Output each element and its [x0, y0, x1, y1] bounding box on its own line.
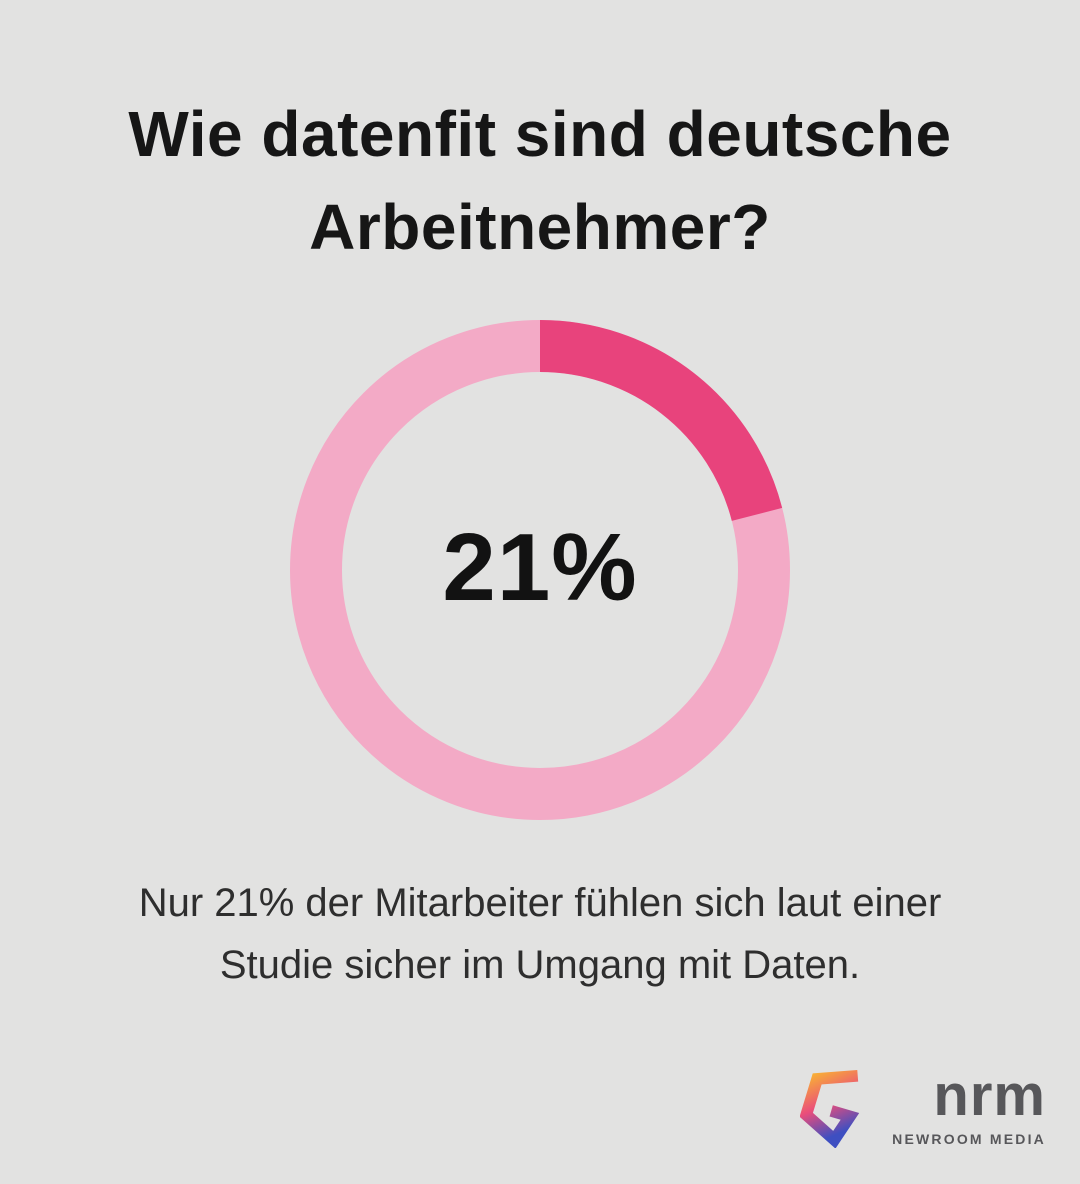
donut-center-label: 21% [442, 513, 638, 621]
logo-tagline: NEWROOM MEDIA [892, 1131, 1046, 1147]
donut-chart-svg [290, 319, 790, 820]
chart-title-line2: Arbeitnehmer? [309, 190, 771, 263]
logo-text: nrm NEWROOM MEDIA [892, 1063, 1046, 1148]
chart-caption: Nur 21% der Mitarbeiter fühlen sich laut… [139, 872, 942, 996]
logo: nrm NEWROOM MEDIA [800, 1066, 1046, 1148]
chart-title-line1: Wie datenfit sind deutsche [128, 98, 952, 170]
donut-segment [290, 319, 790, 820]
nrm-gradient-g-icon [800, 1066, 878, 1148]
chart-caption-line2: Studie sicher im Umgang mit Daten. [219, 942, 861, 987]
chart-caption-line1: Nur 21% der Mitarbeiter fühlen sich laut… [138, 880, 942, 925]
logo-wordmark: nrm [933, 1063, 1046, 1128]
chart-title: Wie datenfit sind deutsche Arbeitnehmer? [128, 88, 951, 274]
donut-chart: 21% [290, 319, 790, 820]
